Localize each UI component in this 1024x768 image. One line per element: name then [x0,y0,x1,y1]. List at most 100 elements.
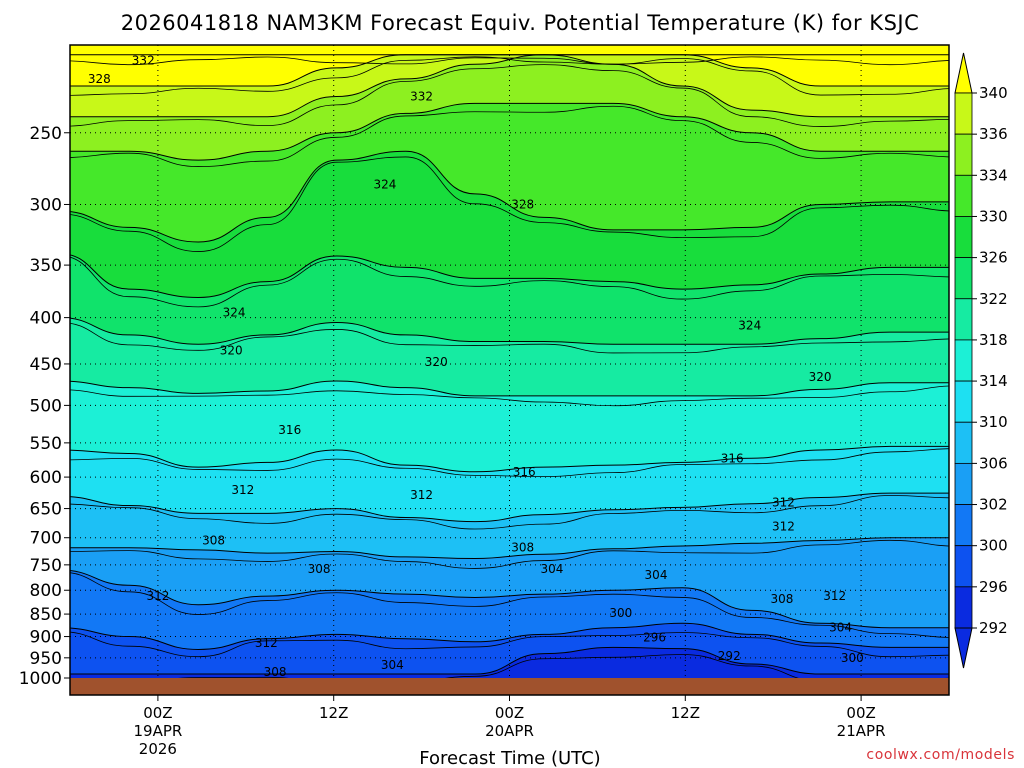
contour-label: 304 [381,658,404,672]
contour-line-minor [178,654,949,678]
y-tick-label: 250 [30,124,62,144]
contour-label: 320 [425,355,448,369]
contour-line-minor [70,572,949,638]
colorbar-box [954,92,973,135]
y-tick-label: 850 [30,605,62,625]
colorbar-box [954,298,973,341]
y-tick-label: 900 [30,628,62,648]
contour-label: 312 [772,495,795,509]
y-tick-label: 750 [30,556,62,576]
x-tick-label: 00Z [846,704,875,722]
contour-label: 312 [410,488,433,502]
contour-label: 320 [809,370,832,384]
contour-line-minor [70,156,949,252]
contour-line-minor [70,631,949,658]
contour-label: 308 [308,562,331,576]
colorbar-label: 336 [979,125,1008,143]
colorbar-box [954,380,973,423]
colorbar-arrow-bottom [954,627,973,669]
contour-line-336 [70,54,949,87]
contour-label: 312 [255,636,278,650]
contour-label: 300 [609,606,632,620]
colorbar-box [954,421,973,464]
contour-line-minor [70,495,949,530]
credit-text[interactable]: coolwx.com/models [866,747,1015,763]
y-tick-label: 1000 [19,669,62,689]
y-tick-label: 550 [30,434,62,454]
contour-label: 308 [264,665,287,679]
x-tick-date: 19APR [133,722,182,740]
colorbar-box [954,545,973,588]
x-tick-label: 12Z [671,704,700,722]
colorbar-box [954,133,973,176]
colorbar-label: 296 [979,578,1008,596]
contour-label: 304 [829,621,852,635]
colorbar-box [954,339,973,382]
x-tick-date: 21APR [837,722,886,740]
contour-line-minor [70,56,949,66]
contour-line-minor [70,64,949,127]
colorbar-label: 340 [979,84,1008,102]
contour-line-minor [70,539,949,569]
colorbar-label: 292 [979,619,1008,637]
contour-label: 332 [132,53,155,67]
y-axis: 250 300 350 400 450 500 550 600 650 700 750 800 850 9… [19,124,70,689]
contour-label: 328 [511,197,534,211]
x-tick-date: 20APR [485,722,534,740]
contour-line-322 [70,254,949,298]
contour-line-296 [70,622,949,650]
colorbar: 340 336 334 330 326 322 318 314 310 306 302 300 296 2… [954,52,1008,669]
contour-line-minor [70,105,949,167]
colorbar-label: 322 [979,290,1008,308]
contour-label: 324 [223,306,246,320]
contour-line-minor [70,256,949,308]
colorbar-label: 314 [979,372,1008,390]
ground-strip [70,678,949,695]
theta-band-292 [70,647,949,678]
contour-label: 332 [410,90,433,104]
contour-label: 308 [771,592,794,606]
y-tick-label: 600 [30,468,62,488]
contour-line-306 [70,492,949,523]
contour-line-330 [70,102,949,161]
contour-label: 324 [738,318,761,332]
contour-line-334 [70,54,949,118]
colorbar-label: 326 [979,249,1008,267]
colorbar-box [954,257,973,300]
colorbar-box [954,462,973,505]
x-tick-label: 00Z [143,704,172,722]
y-tick-label: 350 [30,256,62,276]
colorbar-label: 330 [979,207,1008,225]
contour-label: 304 [541,562,564,576]
contour-label: 308 [202,534,225,548]
x-axis-title: Forecast Time (UTC) [419,748,600,768]
contour-label: 308 [511,541,534,555]
colorbar-label: 306 [979,454,1008,472]
contour-label: 316 [513,465,536,479]
y-tick-label: 700 [30,529,62,549]
contour-line-302 [70,537,949,560]
colorbar-box [954,586,973,629]
contour-label: 312 [231,483,254,497]
contour-label: 312 [772,519,795,533]
colorbar-box [954,174,973,217]
colorbar-label: 334 [979,166,1008,184]
x-tick-year: 2026 [139,740,177,758]
contour-line-310 [70,445,949,473]
contour-line-292 [70,646,949,675]
contour-label: 304 [645,568,668,582]
x-tick-label: 12Z [319,704,348,722]
contour-line-minor [70,385,949,407]
colorbar-label: 302 [979,496,1008,514]
colorbar-arrow-top [954,52,973,94]
chart-title: 2026041818 NAM3KM Forecast Equiv. Potent… [121,11,920,35]
contour-label: 292 [718,649,741,663]
colorbar-box [954,504,973,547]
contour-line-326 [70,150,949,243]
colorbar-label: 300 [979,537,1008,555]
y-tick-label: 400 [30,309,62,329]
y-tick-label: 450 [30,355,62,375]
x-tick-label: 00Z [495,704,524,722]
contour-label: 312 [146,589,169,603]
